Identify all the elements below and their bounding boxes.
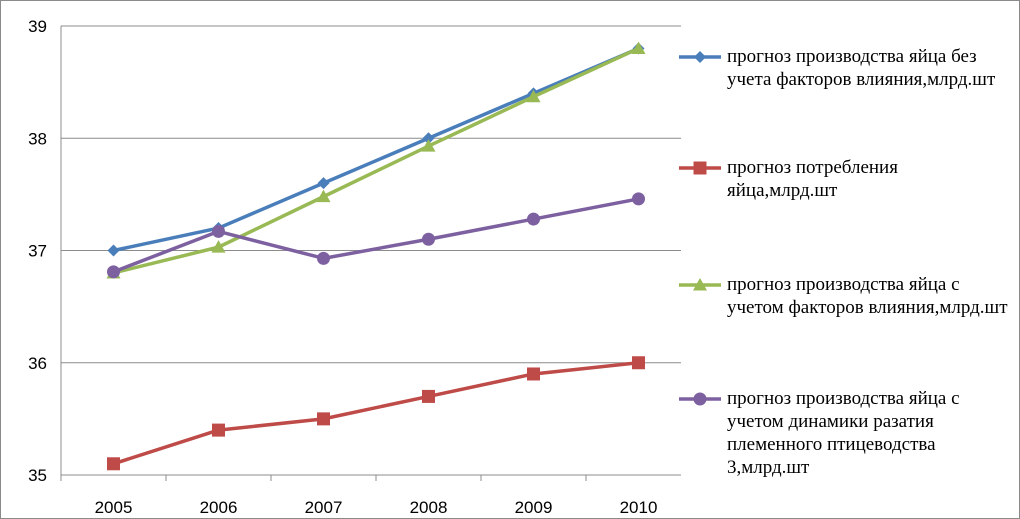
data-point-triangle bbox=[421, 139, 436, 152]
data-point-circle bbox=[107, 265, 120, 279]
x-tick-label: 2007 bbox=[305, 498, 343, 517]
x-tick-label: 2008 bbox=[410, 498, 448, 517]
data-point-triangle bbox=[526, 89, 541, 103]
legend-diamond-icon bbox=[694, 51, 706, 63]
legend-label: прогноз производства яйца с учетом динам… bbox=[727, 388, 960, 478]
line-chart: 35 36 37 38 39 2005 2006 2007 2008 2009 2010 bbox=[28, 17, 681, 517]
legend-label: прогноз производства яйца без учета факт… bbox=[727, 46, 996, 90]
data-point-circle bbox=[317, 251, 330, 265]
legend-square-icon bbox=[693, 161, 707, 175]
legend-label: прогноз производства яйца с учетом факто… bbox=[727, 274, 1008, 318]
data-point-circle bbox=[212, 224, 225, 238]
data-point-square bbox=[422, 389, 435, 403]
x-tick-label: 2006 bbox=[200, 498, 238, 517]
series-line-3 bbox=[113, 46, 640, 275]
data-point-triangle bbox=[631, 41, 646, 54]
legend-marker-circle bbox=[679, 392, 721, 406]
legend-marker-square bbox=[679, 161, 721, 175]
x-tick-label: 2005 bbox=[95, 498, 133, 517]
data-point-square bbox=[527, 367, 540, 381]
legend-triangle-icon bbox=[693, 278, 707, 291]
legend-marker-triangle bbox=[679, 278, 721, 291]
y-tick-label: 35 bbox=[28, 466, 47, 485]
data-point-square bbox=[317, 412, 330, 426]
data-point-diamond bbox=[317, 177, 330, 190]
data-point-square bbox=[212, 423, 225, 437]
y-tick-label: 38 bbox=[28, 129, 47, 148]
x-tick-label: 2009 bbox=[515, 498, 553, 517]
legend-marker-diamond bbox=[679, 51, 721, 63]
series-line-4 bbox=[112, 197, 639, 274]
data-point-diamond bbox=[422, 132, 435, 145]
y-tick-label: 37 bbox=[28, 242, 47, 261]
series-line-2 bbox=[112, 361, 639, 466]
x-tick-label: 2010 bbox=[620, 498, 658, 517]
y-tick-label: 39 bbox=[28, 17, 47, 36]
legend-label: прогноз потребления яйца,млрд.шт bbox=[727, 157, 898, 201]
data-point-circle bbox=[527, 212, 540, 226]
legend-circle-icon bbox=[693, 392, 707, 406]
data-point-circle bbox=[422, 232, 435, 246]
data-point-square bbox=[107, 457, 120, 471]
legend: прогноз производства яйца без учета факт… bbox=[677, 1, 1017, 518]
data-point-circle bbox=[632, 192, 645, 206]
data-point-diamond bbox=[107, 244, 120, 257]
y-tick-label: 36 bbox=[28, 354, 47, 373]
series-line-1 bbox=[113, 46, 640, 253]
data-point-triangle bbox=[316, 189, 331, 203]
data-point-triangle bbox=[211, 240, 226, 253]
data-point-square bbox=[632, 356, 645, 370]
